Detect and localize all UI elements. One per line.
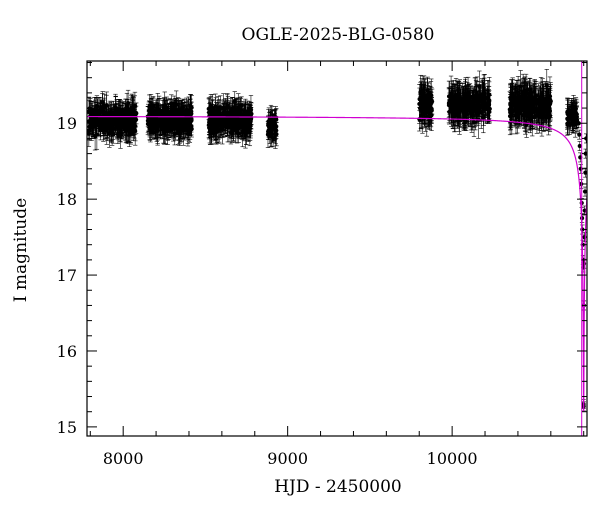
y-tick-label: 19 [57,114,77,133]
data-point [456,83,462,107]
data-point [427,94,432,121]
data-point [448,75,454,111]
data-point [126,110,132,131]
data-point [112,114,117,135]
data-point [546,100,551,126]
data-point [429,78,434,113]
plot-frame [86,60,588,437]
data-points [87,69,587,412]
data-point [419,91,424,130]
plot-area [87,61,587,436]
y-tick-label: 17 [57,266,77,285]
data-point [121,110,126,132]
data-point [527,78,533,102]
data-point [483,90,488,116]
data-point [214,114,219,134]
data-point [463,98,468,128]
y-tick-label: 15 [57,418,77,437]
x-tick-label: 9000 [267,449,308,468]
data-point [128,94,134,123]
data-point [531,104,537,130]
data-point [574,106,580,134]
x-tick-label: 10000 [427,449,478,468]
data-point [245,111,250,138]
model-curve [87,115,587,412]
data-point [101,120,106,142]
data-point [154,103,159,123]
data-point [162,99,167,127]
x-tick-label: 8000 [103,449,144,468]
data-point [235,99,241,125]
data-point [455,95,460,124]
data-point [162,122,167,145]
data-point [265,116,271,135]
data-point [273,117,278,139]
chart-title: OGLE-2025-BLG-0580 [242,25,435,45]
data-point [577,129,582,140]
y-tick-label: 16 [57,342,77,361]
y-axis-label: I magnitude [11,198,31,302]
data-point [570,108,575,129]
data-point [220,109,225,131]
x-axis: 8000 9000 10000 [89,61,585,468]
data-point [128,115,134,138]
data-point [232,102,237,124]
data-point [486,90,492,114]
y-tick-label: 18 [57,190,77,209]
data-point [169,106,174,136]
data-point [180,110,185,133]
data-point [210,100,215,127]
data-point [125,89,131,117]
data-point [517,88,523,122]
data-point [507,97,513,136]
data-point [460,86,466,112]
data-point [155,115,160,144]
data-point [535,88,541,118]
data-point [508,92,513,126]
data-point [541,83,546,120]
data-point [110,116,116,140]
x-axis-label: HJD - 2450000 [274,477,402,497]
data-point [477,85,482,109]
data-point [226,102,232,128]
data-point [481,74,487,111]
data-point [158,109,164,136]
data-point [543,100,549,131]
data-point [565,99,570,128]
data-point [474,81,479,109]
data-point [515,80,521,116]
data-point [513,84,518,124]
data-point [113,96,118,123]
data-point [522,82,528,120]
data-point [472,94,477,119]
data-point [178,111,183,139]
y-axis: 15 16 17 18 19 [57,62,587,437]
data-point [151,105,156,133]
data-point [149,111,154,134]
